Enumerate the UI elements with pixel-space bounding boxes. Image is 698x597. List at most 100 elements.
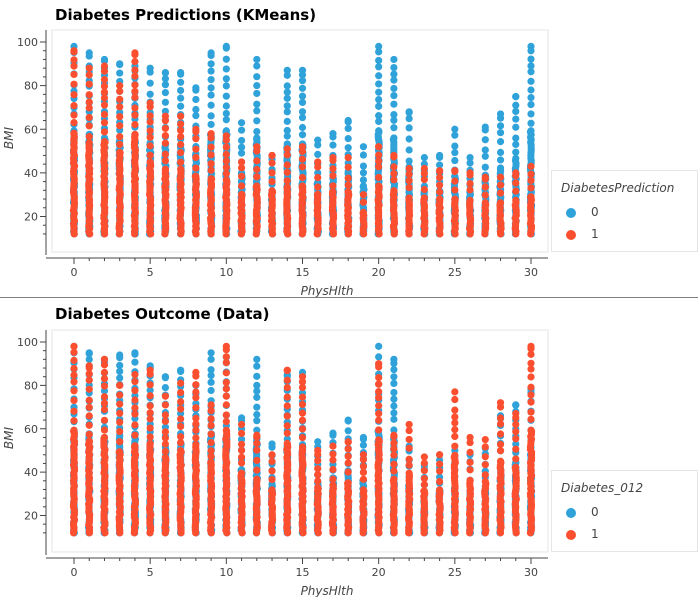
data-point-1: [146, 127, 154, 135]
data-point-1: [131, 120, 139, 129]
data-point-1: [85, 133, 93, 141]
data-point-0: [390, 84, 398, 93]
data-point-0: [481, 123, 489, 131]
legend-title: DiabetesPrediction: [561, 181, 675, 195]
data-point-1: [177, 446, 185, 455]
data-point-1: [177, 158, 185, 166]
data-point-1: [70, 396, 78, 405]
data-point-1: [527, 398, 535, 406]
chart-panel-outcome: Diabetes Outcome (Data) 20 40 60 80 100 0 5 10 1…: [0, 299, 698, 597]
data-point-0: [466, 154, 474, 162]
plot-area: [51, 29, 549, 253]
legend-label-1: 1: [591, 227, 599, 241]
data-point-1: [283, 429, 291, 437]
data-point-1: [314, 158, 322, 166]
y-tick-label: 100: [17, 36, 38, 49]
data-point-0: [481, 146, 489, 154]
data-point-0: [222, 82, 230, 90]
data-point-0: [344, 134, 352, 143]
data-point-1: [161, 157, 169, 165]
data-point-1: [527, 184, 535, 192]
data-point-0: [390, 355, 398, 363]
data-point-1: [298, 433, 307, 442]
data-point-1: [512, 187, 520, 195]
data-point-0: [207, 49, 215, 57]
data-point-1: [116, 438, 124, 446]
data-point-1: [268, 177, 276, 186]
data-point-1: [375, 436, 383, 444]
data-point-1: [131, 386, 139, 395]
data-point-1: [207, 130, 215, 138]
data-point-1: [283, 168, 291, 176]
data-point-0: [390, 110, 398, 119]
x-tick-label: 15: [296, 566, 310, 579]
data-point-0: [161, 383, 169, 392]
data-point-1: [131, 370, 139, 379]
data-point-0: [177, 102, 185, 110]
data-point-1: [436, 188, 444, 196]
data-point-1: [85, 64, 93, 72]
data-point-0: [390, 426, 398, 434]
data-point-1: [344, 163, 352, 171]
data-point-1: [451, 406, 459, 414]
data-point-1: [207, 430, 215, 438]
data-point-1: [329, 154, 337, 162]
data-point-0: [390, 388, 398, 397]
data-point-1: [100, 405, 109, 414]
y-tick-label: 20: [24, 211, 38, 224]
data-point-0: [390, 55, 398, 64]
data-point-1: [85, 362, 93, 370]
data-point-1: [268, 486, 276, 494]
data-point-1: [131, 377, 139, 386]
data-point-0: [390, 409, 398, 417]
data-point-0: [390, 134, 398, 142]
data-point-0: [222, 116, 230, 124]
data-point-1: [375, 151, 383, 159]
x-tick-label: 15: [296, 266, 310, 279]
data-point-0: [375, 112, 383, 120]
data-point-0: [192, 84, 200, 92]
data-point-1: [237, 440, 246, 448]
data-point-0: [527, 77, 535, 85]
data-point-1: [375, 380, 383, 388]
data-point-0: [207, 371, 215, 380]
data-point-0: [451, 156, 459, 165]
data-point-1: [283, 422, 291, 430]
data-point-1: [161, 124, 169, 133]
data-point-0: [405, 108, 413, 116]
data-point-0: [146, 90, 154, 98]
data-point-0: [177, 68, 185, 77]
data-point-1: [192, 172, 200, 180]
data-point-1: [283, 183, 291, 191]
data-point-0: [390, 116, 398, 124]
data-point-1: [481, 173, 489, 181]
data-point-1: [222, 132, 230, 140]
data-point-1: [207, 458, 215, 467]
x-tick-label: 5: [147, 566, 154, 579]
data-point-0: [390, 100, 398, 108]
data-point-1: [207, 160, 215, 168]
data-point-0: [283, 117, 291, 125]
data-point-0: [298, 77, 307, 85]
data-point-1: [283, 383, 291, 392]
data-point-1: [237, 420, 246, 429]
data-point-1: [512, 409, 520, 418]
data-point-0: [496, 122, 505, 130]
x-tick-label: 30: [524, 266, 538, 279]
data-point-0: [253, 55, 261, 64]
data-point-1: [375, 163, 383, 171]
y-tick-label: 80: [24, 80, 38, 93]
data-point-1: [177, 405, 185, 413]
data-point-1: [329, 456, 337, 464]
data-point-1: [85, 91, 93, 99]
x-tick-label: 20: [372, 266, 386, 279]
data-point-0: [512, 123, 520, 131]
data-point-1: [222, 163, 230, 172]
data-point-1: [70, 426, 78, 434]
data-point-1: [146, 433, 154, 441]
data-point-1: [116, 448, 124, 456]
data-point-1: [481, 435, 489, 444]
data-point-1: [100, 101, 109, 109]
